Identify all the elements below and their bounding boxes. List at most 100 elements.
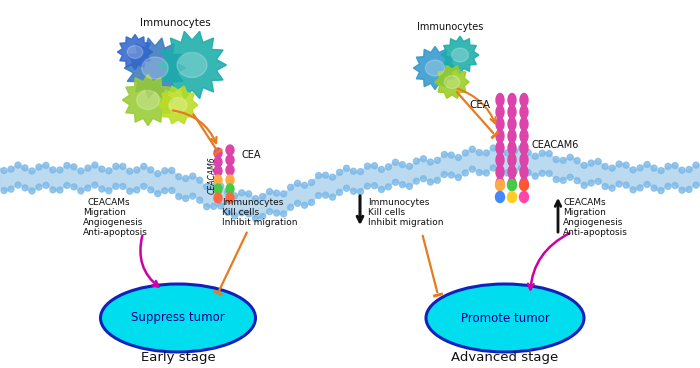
Text: Anti-apoptosis: Anti-apoptosis [83, 228, 148, 237]
Ellipse shape [520, 142, 528, 155]
Ellipse shape [508, 191, 517, 202]
Circle shape [581, 162, 587, 169]
Circle shape [407, 183, 412, 190]
Ellipse shape [496, 130, 504, 142]
Circle shape [190, 193, 196, 199]
Circle shape [581, 183, 587, 188]
Text: Inhibit migration: Inhibit migration [368, 218, 444, 227]
Circle shape [71, 164, 77, 170]
Circle shape [288, 184, 293, 190]
Ellipse shape [520, 130, 528, 142]
Circle shape [246, 211, 251, 217]
Circle shape [344, 165, 349, 171]
Circle shape [78, 188, 84, 194]
Circle shape [316, 192, 321, 199]
Circle shape [574, 158, 580, 164]
Circle shape [50, 167, 56, 173]
Circle shape [651, 165, 657, 171]
Ellipse shape [520, 153, 528, 166]
Circle shape [630, 187, 636, 193]
Circle shape [616, 161, 622, 167]
Circle shape [511, 148, 517, 154]
Ellipse shape [496, 117, 504, 131]
Circle shape [358, 169, 363, 174]
Text: Immunocytes: Immunocytes [416, 22, 483, 32]
Polygon shape [441, 36, 479, 74]
Circle shape [546, 151, 552, 156]
Text: Advanced stage: Advanced stage [452, 351, 559, 364]
Circle shape [8, 166, 14, 172]
Polygon shape [158, 31, 227, 99]
Ellipse shape [496, 142, 504, 155]
Ellipse shape [508, 153, 516, 166]
Circle shape [141, 163, 147, 169]
Circle shape [15, 162, 21, 168]
Circle shape [197, 197, 203, 203]
Circle shape [414, 158, 419, 164]
Text: Migration: Migration [563, 208, 606, 217]
Circle shape [197, 177, 203, 183]
Text: Anti-apoptosis: Anti-apoptosis [563, 228, 628, 237]
Circle shape [218, 203, 224, 209]
Circle shape [274, 210, 279, 216]
Circle shape [490, 145, 496, 151]
Circle shape [553, 177, 559, 183]
Circle shape [665, 163, 671, 169]
Circle shape [532, 173, 538, 179]
Circle shape [393, 159, 398, 165]
Circle shape [658, 167, 664, 174]
Circle shape [469, 166, 475, 172]
Circle shape [29, 188, 35, 194]
Circle shape [162, 188, 168, 194]
Ellipse shape [444, 75, 460, 88]
Circle shape [337, 190, 342, 195]
Circle shape [351, 188, 356, 194]
Circle shape [455, 155, 461, 160]
Circle shape [372, 163, 377, 169]
Circle shape [532, 153, 538, 159]
Ellipse shape [127, 46, 143, 59]
Ellipse shape [177, 53, 207, 78]
Circle shape [323, 192, 328, 198]
Circle shape [616, 181, 622, 187]
Circle shape [232, 213, 238, 219]
Ellipse shape [508, 106, 516, 118]
Ellipse shape [142, 57, 168, 79]
Circle shape [462, 150, 468, 156]
Ellipse shape [214, 166, 222, 176]
Circle shape [679, 167, 685, 173]
Circle shape [22, 165, 28, 171]
Ellipse shape [496, 106, 504, 118]
Circle shape [302, 202, 307, 208]
Ellipse shape [169, 98, 187, 113]
Circle shape [85, 165, 91, 171]
Circle shape [211, 204, 217, 209]
Circle shape [204, 204, 210, 210]
Circle shape [260, 213, 265, 220]
Circle shape [476, 149, 482, 156]
Ellipse shape [496, 153, 504, 166]
Text: Angiogenesis: Angiogenesis [83, 218, 144, 227]
Ellipse shape [519, 191, 528, 202]
Circle shape [455, 174, 461, 180]
Ellipse shape [508, 130, 516, 142]
Ellipse shape [496, 191, 505, 202]
Circle shape [442, 152, 447, 158]
Polygon shape [158, 86, 198, 124]
Circle shape [288, 204, 293, 210]
Circle shape [183, 195, 189, 201]
Text: Immunocytes: Immunocytes [222, 198, 284, 207]
Circle shape [78, 168, 84, 174]
Circle shape [686, 166, 692, 173]
Text: CEACAMs: CEACAMs [563, 198, 606, 207]
Circle shape [504, 170, 510, 176]
Ellipse shape [508, 177, 516, 191]
Circle shape [595, 159, 601, 164]
Text: CEACAMs: CEACAMs [88, 198, 131, 207]
Ellipse shape [508, 142, 516, 155]
Circle shape [686, 187, 692, 192]
Circle shape [658, 188, 664, 194]
Circle shape [525, 149, 531, 156]
Circle shape [462, 170, 468, 176]
Circle shape [679, 187, 685, 193]
